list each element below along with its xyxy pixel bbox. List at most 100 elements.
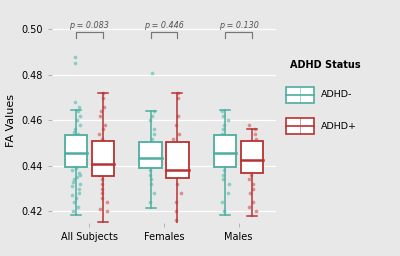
Point	[76, 114, 83, 118]
Text: p = 0.446: p = 0.446	[144, 21, 184, 30]
Point	[76, 170, 82, 175]
Point	[250, 182, 257, 186]
Point	[75, 205, 81, 209]
Point	[99, 196, 105, 200]
Point	[221, 164, 228, 168]
Point	[218, 200, 225, 204]
Point	[97, 207, 103, 211]
Point	[252, 132, 258, 136]
Point	[246, 123, 252, 127]
Point	[72, 100, 78, 104]
Point	[220, 127, 226, 132]
Point	[148, 177, 155, 182]
Point	[175, 95, 182, 100]
Point	[69, 168, 75, 173]
Point	[96, 173, 102, 177]
Point	[71, 177, 77, 182]
Point	[70, 150, 76, 154]
Point	[71, 130, 78, 134]
Point	[100, 95, 106, 100]
Point	[223, 150, 230, 154]
Point	[72, 55, 78, 59]
Point	[148, 150, 154, 154]
Point	[151, 191, 157, 195]
Point	[76, 182, 83, 186]
Point	[75, 155, 81, 159]
Point	[176, 155, 182, 159]
Point	[253, 136, 259, 141]
Point	[224, 118, 231, 122]
Point	[74, 118, 80, 122]
Y-axis label: FA Values: FA Values	[6, 94, 16, 147]
Point	[150, 164, 157, 168]
Point	[98, 109, 104, 113]
Point	[145, 159, 151, 163]
Point	[71, 127, 78, 132]
Point	[173, 218, 179, 222]
Point	[96, 146, 102, 150]
Point	[170, 136, 176, 141]
Point	[173, 123, 180, 127]
Point	[178, 191, 184, 195]
Bar	[241, 141, 263, 173]
Point	[150, 132, 157, 136]
Point	[99, 136, 105, 141]
Point	[100, 141, 106, 145]
Point	[75, 159, 81, 163]
Point	[147, 118, 153, 122]
Point	[73, 196, 79, 200]
Point	[73, 164, 80, 168]
Point	[177, 164, 184, 168]
Point	[72, 61, 79, 66]
Point	[75, 105, 82, 109]
Point	[148, 70, 155, 74]
Point	[99, 187, 106, 191]
Point	[246, 164, 253, 168]
Point	[147, 173, 153, 177]
Point	[72, 141, 79, 145]
Point	[226, 182, 232, 186]
Bar	[214, 135, 236, 167]
Point	[151, 109, 157, 113]
Point	[74, 175, 80, 179]
Point	[103, 200, 110, 204]
Point	[99, 191, 105, 195]
Point	[220, 177, 226, 182]
Point	[101, 162, 107, 166]
Point	[147, 168, 154, 173]
Point	[173, 209, 179, 214]
Point	[246, 205, 252, 209]
Point	[70, 157, 76, 161]
Point	[100, 127, 106, 132]
Point	[149, 141, 155, 145]
Point	[175, 114, 182, 118]
Point	[75, 109, 81, 113]
Point	[99, 177, 106, 182]
Point	[76, 187, 82, 191]
Point	[252, 209, 259, 214]
Point	[245, 155, 251, 159]
Point	[149, 114, 155, 118]
Point	[69, 193, 75, 197]
Point	[172, 200, 179, 204]
Point	[248, 168, 254, 173]
Point	[70, 148, 76, 152]
Point	[71, 200, 77, 204]
Point	[220, 114, 226, 118]
Point	[247, 191, 254, 195]
Point	[219, 132, 226, 136]
Point	[250, 200, 256, 204]
Point	[69, 184, 75, 188]
Point	[148, 136, 155, 141]
Point	[175, 91, 182, 95]
Point	[70, 180, 76, 184]
Point	[100, 91, 106, 95]
Point	[178, 141, 184, 145]
Point	[74, 132, 81, 136]
Point	[144, 146, 150, 150]
Point	[248, 173, 254, 177]
Point	[71, 146, 78, 150]
Point	[69, 152, 75, 156]
Point	[178, 146, 184, 150]
Point	[170, 150, 176, 154]
